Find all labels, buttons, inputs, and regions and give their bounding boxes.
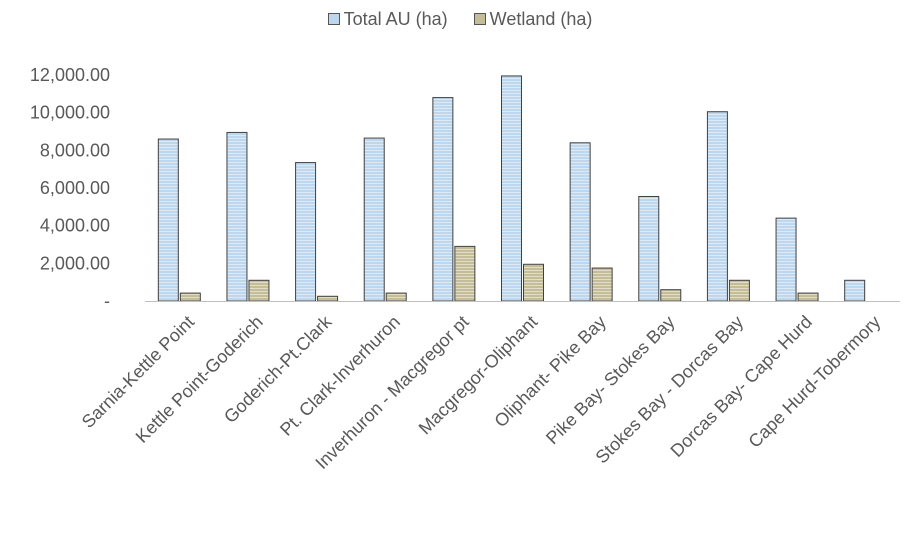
- bar-total-au: [432, 97, 454, 302]
- bar-wetland: [317, 295, 339, 302]
- bar-total-au: [706, 111, 728, 302]
- bar-wetland: [385, 292, 407, 302]
- bar-wetland: [179, 292, 201, 302]
- y-tick-label: 8,000.00: [40, 140, 110, 160]
- bar-wetland: [454, 245, 476, 302]
- bar-wetland: [660, 289, 682, 302]
- bar-wetland: [591, 267, 613, 302]
- bar-total-au: [226, 131, 248, 302]
- legend-label-total-au: Total AU (ha): [343, 8, 448, 29]
- bar-total-au: [775, 217, 797, 302]
- bar-total-au: [569, 142, 591, 302]
- x-tick-label: Kettle Point-Goderich: [132, 312, 267, 447]
- x-tick-label: Dorcas Bay- Cape Hurd: [667, 312, 816, 461]
- bar-wetland: [728, 279, 750, 302]
- x-tick-label: Pt. Clark-Inverhuron: [276, 312, 404, 440]
- bar-wetland: [523, 263, 544, 302]
- chart-legend: Total AU (ha) Wetland (ha): [0, 4, 920, 34]
- y-tick-label: -: [104, 291, 110, 311]
- legend-item-total-au: Total AU (ha): [327, 8, 448, 30]
- bar-total-au: [638, 195, 660, 302]
- bar-wetland: [248, 279, 270, 302]
- y-tick-label: 12,000.00: [30, 65, 110, 85]
- bar-total-au: [363, 137, 385, 302]
- bar-total-au: [501, 75, 522, 302]
- y-tick-label: 10,000.00: [30, 103, 110, 123]
- legend-swatch-total-au: [327, 13, 340, 25]
- bar-total-au: [157, 138, 179, 302]
- y-tick-label: 4,000.00: [40, 216, 110, 236]
- legend-item-wetland: Wetland (ha): [473, 8, 593, 30]
- legend-swatch-wetland: [473, 13, 486, 25]
- x-tick-label: Macgregor-Oliphant: [415, 312, 542, 439]
- x-tick-label: Pike Bay- Stokes Bay: [542, 312, 679, 449]
- x-tick-label: Cape Hurd-Tobermory: [744, 312, 884, 452]
- x-tick-label: Sarnia-Kettle Point: [78, 312, 198, 432]
- legend-label-wetland: Wetland (ha): [489, 8, 593, 29]
- bar-total-au: [844, 279, 866, 302]
- bar-total-au: [295, 162, 317, 302]
- y-tick-label: 2,000.00: [40, 253, 110, 273]
- y-tick-label: 6,000.00: [40, 178, 110, 198]
- bar-wetland: [797, 292, 819, 302]
